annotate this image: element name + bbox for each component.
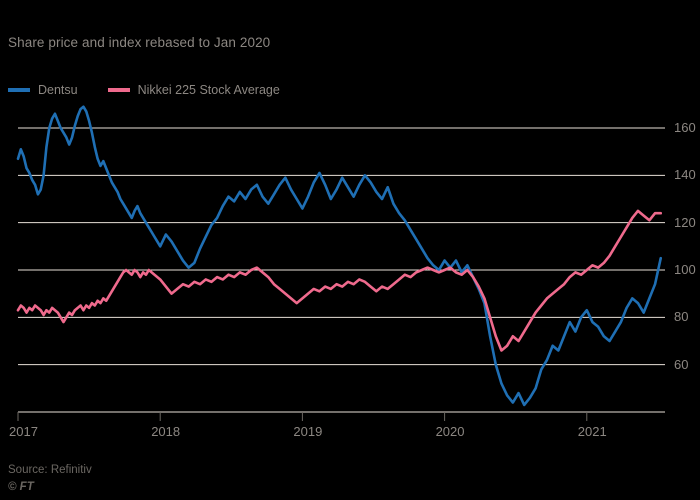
data-series: [16, 105, 663, 407]
gridlines: [18, 127, 665, 413]
chart-legend: Dentsu Nikkei 225 Stock Average: [8, 80, 280, 100]
y-axis-label: 60: [674, 356, 689, 372]
x-axis-label: 2021: [577, 424, 607, 439]
x-axis: [17, 412, 588, 421]
x-axis-label: 2019: [293, 424, 323, 439]
x-axis-label: 2017: [9, 424, 38, 439]
series-line-nikkei-225-stock-average: [16, 209, 663, 352]
x-axis-label: 2020: [435, 424, 465, 439]
x-axis-label: 2018: [151, 424, 181, 439]
y-axis-label: 120: [674, 214, 696, 230]
legend-item-nikkei-225[interactable]: Nikkei 225 Stock Average: [107, 80, 280, 100]
legend-swatch-line-icon: [8, 88, 30, 92]
y-axis-label: 80: [674, 309, 689, 325]
chart-title: Share price and index rebased to Jan 202…: [8, 35, 271, 50]
legend-label: Nikkei 225 Stock Average: [137, 83, 280, 97]
y-axis-label: 160: [674, 120, 696, 135]
legend-item-dentsu[interactable]: Dentsu: [8, 80, 78, 100]
y-axis-label: 100: [674, 262, 696, 277]
legend-label: Dentsu: [38, 83, 78, 97]
y-axis-label: 140: [674, 167, 696, 183]
series-line-dentsu: [16, 105, 663, 407]
ft-credit: © FT: [8, 481, 34, 493]
source-attribution: Source: Refinitiv: [8, 464, 92, 476]
legend-swatch-line-icon: [107, 88, 130, 92]
